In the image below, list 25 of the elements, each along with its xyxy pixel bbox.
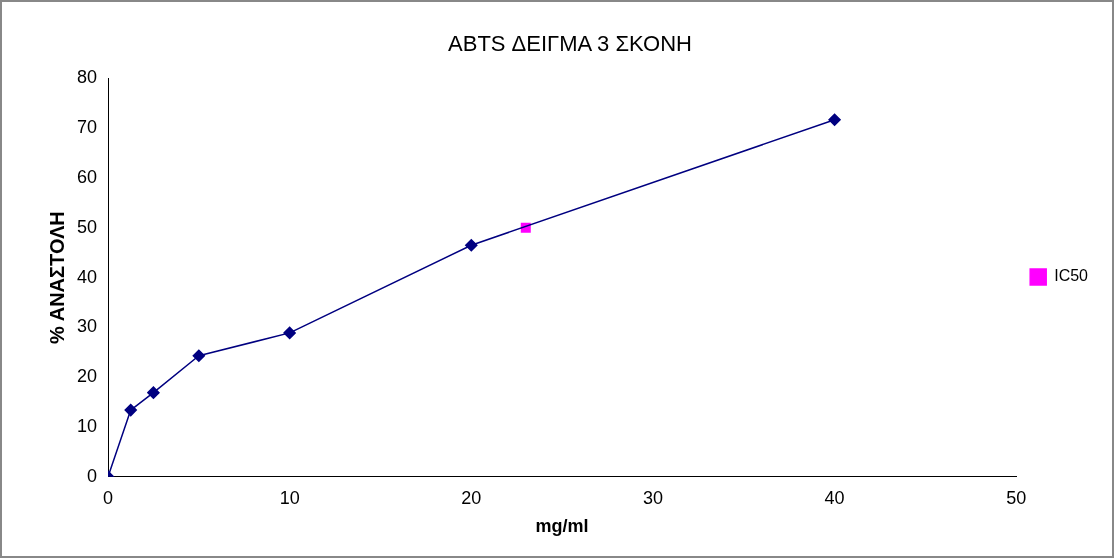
legend-label: IC50 — [1054, 267, 1089, 285]
y-tick-label: 30 — [76, 316, 98, 337]
point — [828, 113, 841, 126]
y-tick-label: 40 — [76, 266, 98, 287]
point — [283, 326, 296, 340]
y-tick-label: 70 — [76, 117, 98, 138]
x-tick-label: 40 — [824, 487, 845, 508]
chart-title: ABTS ΔΕΙΓΜΑ 3 ΣΚΟΝΗ — [448, 31, 692, 57]
y-axis-title: % ΑΝΑΣΤΟΛΗ — [45, 211, 68, 344]
y-tick-label: 0 — [87, 465, 98, 486]
y-tick-label: 20 — [76, 366, 98, 387]
x-tick-label: 50 — [1006, 487, 1027, 508]
point — [147, 386, 160, 399]
y-tick-label: 80 — [76, 67, 98, 88]
y-tick-label: 60 — [76, 166, 98, 187]
point — [124, 403, 137, 417]
y-tick-label: 50 — [76, 216, 98, 237]
x-tick-label: 20 — [461, 487, 482, 508]
x-axis-title: mg/ml — [535, 516, 589, 537]
y-tick-label: 10 — [76, 415, 98, 436]
x-tick-label: 0 — [103, 487, 114, 508]
x-tick-label: 30 — [642, 487, 663, 508]
x-tick-label: 10 — [279, 487, 300, 508]
point — [465, 238, 478, 252]
point — [192, 349, 206, 363]
